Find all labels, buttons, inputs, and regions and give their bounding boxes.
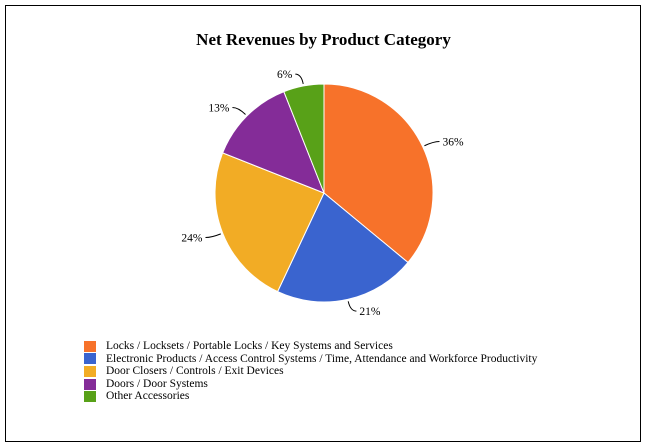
pie-slice-electronic bbox=[276, 192, 409, 303]
legend-label-door-closers: Door Closers / Controls / Exit Devices bbox=[106, 365, 284, 378]
pie-slice-door-closers bbox=[214, 152, 325, 293]
legend-swatch-doors bbox=[84, 378, 96, 390]
legend-label-doors: Doors / Door Systems bbox=[106, 377, 208, 390]
legend-label-other: Other Accessories bbox=[106, 390, 190, 403]
legend: Locks / Locksets / Portable Locks / Key … bbox=[84, 340, 537, 403]
data-label-doors: 13% bbox=[208, 102, 230, 114]
legend-item-door-closers: Door Closers / Controls / Exit Devices bbox=[84, 365, 537, 378]
legend-swatch-electronic bbox=[84, 353, 96, 365]
legend-item-locks: Locks / Locksets / Portable Locks / Key … bbox=[84, 340, 537, 353]
legend-item-doors: Doors / Door Systems bbox=[84, 378, 537, 391]
chart-title: Net Revenues by Product Category bbox=[196, 30, 451, 49]
data-label-electronic: 21% bbox=[359, 306, 381, 318]
legend-item-electronic: Electronic Products / Access Control Sys… bbox=[84, 353, 537, 366]
data-label-locks: 36% bbox=[442, 136, 464, 148]
leader-line-doors bbox=[232, 106, 246, 115]
legend-item-other: Other Accessories bbox=[84, 390, 537, 403]
pie-slice-doors bbox=[222, 91, 325, 194]
legend-swatch-door-closers bbox=[84, 365, 96, 377]
pie-slice-other bbox=[283, 83, 325, 194]
leader-line-other bbox=[295, 73, 304, 85]
legend-swatch-locks bbox=[84, 340, 96, 352]
leader-line-electronic bbox=[347, 301, 357, 312]
leader-line-door-closers bbox=[205, 233, 221, 239]
legend-label-locks: Locks / Locksets / Portable Locks / Key … bbox=[106, 340, 393, 352]
legend-swatch-other bbox=[84, 391, 96, 403]
leader-line-locks bbox=[424, 140, 440, 147]
pie-slice-locks bbox=[323, 83, 434, 264]
data-label-other: 6% bbox=[277, 69, 293, 81]
legend-label-electronic: Electronic Products / Access Control Sys… bbox=[106, 352, 538, 365]
data-label-door-closers: 24% bbox=[181, 233, 203, 245]
